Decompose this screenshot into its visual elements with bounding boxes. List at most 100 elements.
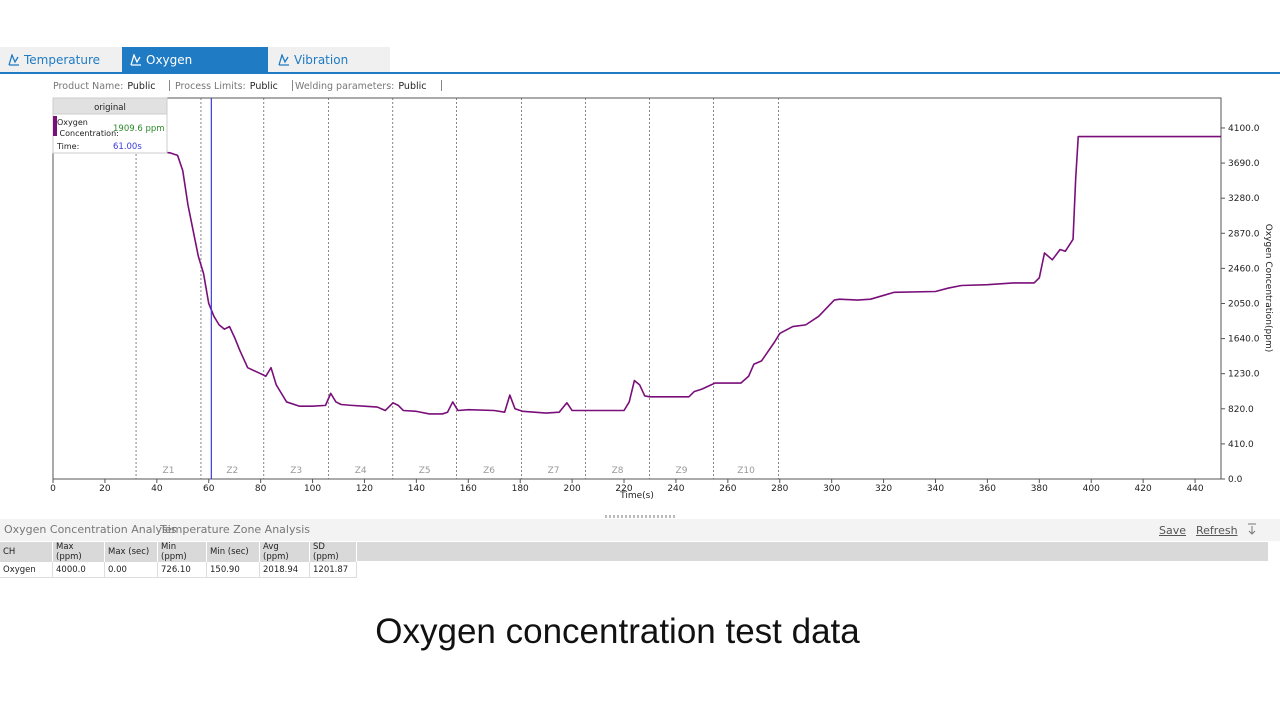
info-label: Product Name: [53, 81, 124, 92]
separator [291, 80, 293, 91]
y-tick-label: 4100.0 [1228, 124, 1260, 134]
zone-label: Z10 [737, 466, 755, 476]
tab-label: Oxygen Concentration [130, 53, 215, 93]
panel-tab[interactable]: Oxygen Concentration Analysis [4, 523, 177, 536]
x-tick-label: 320 [875, 484, 892, 494]
table-cell: 726.10 [157, 562, 207, 578]
info-item: Product Name: Public [53, 80, 171, 92]
y-tick-label: 3690.0 [1228, 159, 1260, 169]
table-row: Oxygen 4000.0 0.00 726.10 150.90 2018.94 1201.… [0, 562, 357, 578]
tab-underline [0, 72, 1280, 74]
tab[interactable]: Vibration [270, 47, 390, 73]
tab[interactable]: Temperature [0, 47, 122, 73]
panel-bar [0, 519, 1280, 541]
chart: Time(s) Oxygen Concentration(ppm) 0 20 40 6… [50, 97, 1273, 501]
x-tick-label: 120 [356, 484, 373, 494]
column-header[interactable]: Max (sec) [104, 542, 158, 562]
tab-label: Temperature [24, 53, 101, 67]
collapse-icon[interactable] [1246, 523, 1258, 535]
table-cell: Oxygen [0, 562, 53, 578]
info-value: Public [127, 81, 156, 92]
x-tick-label: 400 [1083, 484, 1100, 494]
info-value: Public [249, 81, 278, 92]
splitter[interactable] [605, 515, 675, 518]
tooltip-header: original [94, 103, 126, 113]
table-cell: 4000.0 [52, 562, 105, 578]
x-tick-label: 280 [771, 484, 788, 494]
x-tick-label: 220 [615, 484, 632, 494]
save-button[interactable]: Save [1159, 524, 1187, 537]
data-line [52, 135, 1221, 415]
x-tick-label: 240 [667, 484, 684, 494]
tab[interactable]: Oxygen Concentration [122, 47, 268, 93]
x-tick-label: 80 [255, 484, 267, 494]
table-cell: 150.90 [206, 562, 260, 578]
caption: Oxygen concentration test data [375, 612, 860, 651]
column-header[interactable]: SD (ppm) [309, 542, 357, 562]
column-header[interactable]: Min (sec) [206, 542, 260, 562]
tab-label: Vibration [294, 53, 349, 67]
info-item: Welding parameters: Public [295, 80, 442, 92]
info-item: Process Limits: Public [175, 80, 293, 92]
x-tick-label: 20 [99, 484, 111, 494]
x-tick-label: 100 [304, 484, 321, 494]
info-value: Public [398, 81, 427, 92]
y-tick-label: 0.0 [1228, 475, 1243, 485]
zone-label: Z8 [612, 466, 624, 476]
x-tick-label: 440 [1186, 484, 1203, 494]
y-tick-label: 2050.0 [1228, 299, 1260, 309]
y-tick-label: 2870.0 [1228, 229, 1260, 239]
tab-icon [8, 53, 19, 66]
panel-tab[interactable]: Temperature Zone Analysis [160, 523, 310, 536]
tooltip-value-name: Oxygen Concentration: [57, 118, 119, 138]
table-cell: 2018.94 [259, 562, 310, 578]
table-cell: 1201.87 [309, 562, 357, 578]
tooltip-time-name: Time: [56, 142, 79, 151]
zone-label: Z6 [483, 466, 495, 476]
column-header[interactable]: Avg (ppm) [259, 542, 310, 562]
x-tick-label: 200 [564, 484, 581, 494]
tab-icon [130, 53, 141, 66]
x-tick-label: 40 [151, 484, 163, 494]
zone-label: Z4 [355, 466, 367, 476]
refresh-button[interactable]: Refresh [1196, 524, 1238, 537]
zone-label: Z7 [548, 466, 560, 476]
table-body: Oxygen 4000.0 0.00 726.10 150.90 2018.94 1201.… [0, 562, 357, 578]
y-tick-label: 2460.0 [1228, 264, 1260, 274]
x-tick-label: 340 [927, 484, 944, 494]
y-tick-label: 3280.0 [1228, 194, 1260, 204]
info-label: Process Limits: [175, 81, 246, 92]
x-tick-label: 300 [823, 484, 840, 494]
tooltip-time: 61.00s [113, 142, 142, 152]
column-header[interactable]: CH [0, 542, 53, 562]
separator [169, 80, 171, 91]
x-axis-title: Time(s) [619, 491, 654, 501]
tooltip-header-bg [52, 97, 168, 115]
zone-label: Z3 [290, 466, 302, 476]
table-cell: 0.00 [104, 562, 158, 578]
zone-label: Z1 [163, 466, 175, 476]
x-tick-label: 160 [460, 484, 477, 494]
table-header: CH Max (ppm) Max (sec) Min (ppm) Min (sec) Av… [0, 542, 357, 562]
x-tick-label: 60 [203, 484, 215, 494]
info-label: Welding parameters: [295, 81, 395, 92]
y-tick-label: 1230.0 [1228, 370, 1260, 380]
zone-label: Z9 [676, 466, 688, 476]
x-tick-label: 140 [408, 484, 425, 494]
separator [440, 80, 442, 91]
y-tick-label: 820.0 [1228, 405, 1254, 415]
x-tick-label: 420 [1135, 484, 1152, 494]
x-tick-label: 260 [719, 484, 736, 494]
column-header[interactable]: Min (ppm) [157, 542, 207, 562]
tooltip-swatch [53, 116, 57, 136]
column-header[interactable]: Max (ppm) [52, 542, 105, 562]
y-tick-label: 410.0 [1228, 440, 1254, 450]
x-tick-label: 360 [979, 484, 996, 494]
y-axis-title: Oxygen Concentration(ppm) [1263, 224, 1273, 352]
x-tick-label: 380 [1031, 484, 1048, 494]
zone-label: Z2 [226, 466, 238, 476]
tab-icon [278, 53, 289, 66]
x-tick-label: 0 [50, 484, 56, 494]
y-tick-label: 1640.0 [1228, 335, 1260, 345]
